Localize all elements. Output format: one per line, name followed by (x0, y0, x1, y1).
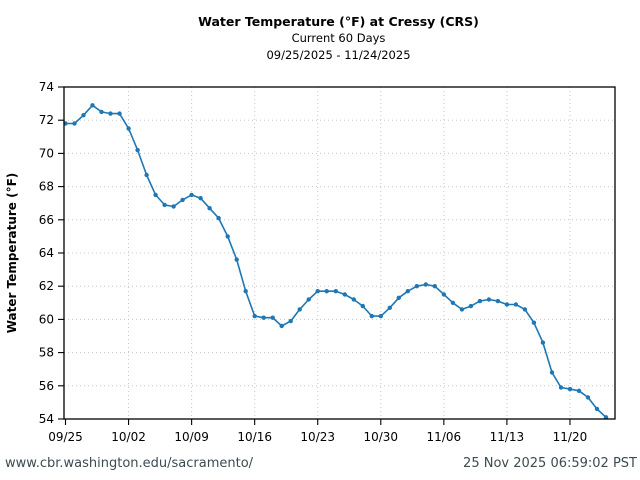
x-tick-label: 11/13 (490, 430, 525, 444)
y-tick-label: 56 (39, 379, 54, 393)
x-tick-label: 10/16 (237, 430, 272, 444)
x-tick-label: 11/06 (427, 430, 462, 444)
y-tick-label: 68 (39, 180, 54, 194)
data-point-markers (63, 103, 609, 420)
x-tick-label: 10/23 (300, 430, 335, 444)
grid (64, 87, 615, 419)
footer-timestamp: 25 Nov 2025 06:59:02 PST (463, 456, 637, 471)
temperature-series-line (64, 104, 607, 419)
x-tick-label: 10/09 (174, 430, 209, 444)
y-tick-label: 70 (39, 146, 54, 160)
water-temperature-line-chart: 54 56 58 60 62 64 66 68 70 72 74 09/25 10/02 10/09 10/… (5, 80, 616, 444)
y-tick-label: 72 (39, 113, 54, 127)
y-tick-label: 54 (39, 412, 54, 426)
chart-subtitle: Current 60 Days (291, 31, 386, 45)
chart-footer: www.cbr.washington.edu/sacramento/ 25 No… (5, 456, 637, 471)
chart-header: Water Temperature (°F) at Cressy (CRS) C… (37, 0, 640, 64)
x-tick-label: 09/25 (48, 430, 83, 444)
y-tick-label: 74 (39, 80, 54, 94)
y-tick-label: 60 (39, 312, 54, 326)
footer-url: www.cbr.washington.edu/sacramento/ (5, 456, 254, 471)
y-tick-label: 58 (39, 346, 54, 360)
x-tick-label: 11/20 (553, 430, 588, 444)
y-axis-label: Water Temperature (°F) (5, 173, 19, 334)
x-tick-label: 10/30 (363, 430, 398, 444)
chart-date-range: 09/25/2025 - 11/24/2025 (266, 48, 411, 62)
x-axis: 09/25 10/02 10/09 10/16 10/23 10/30 11/06 11/13… (48, 419, 587, 444)
y-tick-label: 64 (39, 246, 54, 260)
y-tick-label: 66 (39, 213, 54, 227)
page-title: Water Temperature (°F) at Cressy (CRS) (198, 14, 479, 29)
x-tick-label: 10/02 (111, 430, 146, 444)
y-tick-label: 62 (39, 279, 54, 293)
y-axis: 54 56 58 60 62 64 66 68 70 72 74 (39, 80, 64, 426)
